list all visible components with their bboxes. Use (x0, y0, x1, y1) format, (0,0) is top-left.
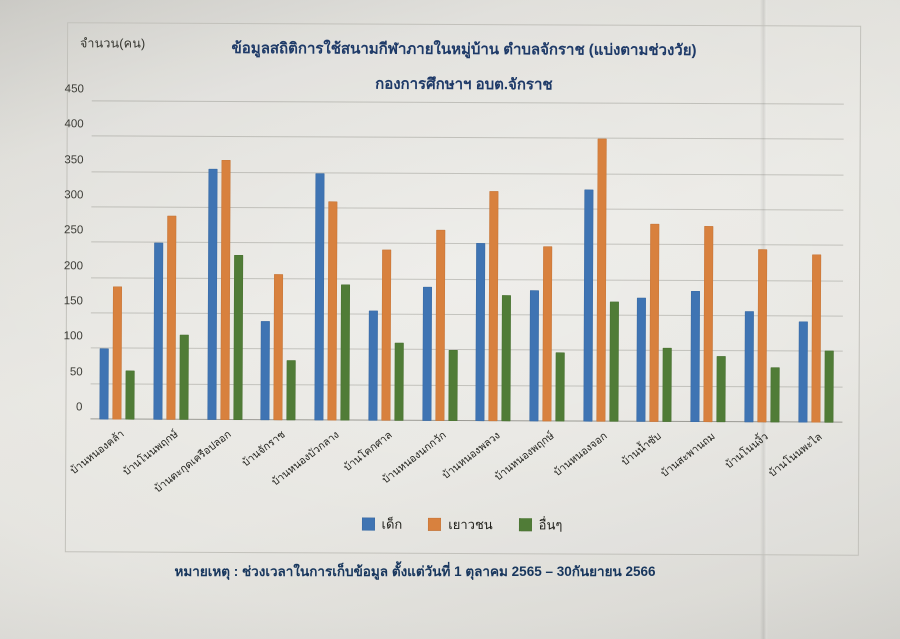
bar-เด็ก (744, 311, 754, 423)
chart-title: ข้อมูลสถิติการใช้สนามกีฬาภายในหมู่บ้าน ต… (231, 39, 697, 60)
y-tick-label: 50 (69, 365, 83, 379)
bar-เด็ก (153, 242, 164, 420)
bar-group (359, 103, 414, 421)
bar-อื่นๆ (609, 301, 619, 422)
legend-item: อื่นๆ (518, 514, 563, 535)
bar-เยาวชน (757, 249, 768, 423)
bar-อื่นๆ (662, 347, 673, 422)
chart-subtitle: กองการศึกษาฯ อบต.จักราช (375, 75, 553, 94)
bar-เด็ก (529, 289, 540, 422)
bar-เด็ก (99, 348, 110, 420)
legend-swatch (361, 517, 375, 531)
legend-swatch (518, 518, 532, 532)
y-tick-label: 400 (64, 118, 84, 131)
legend-label: เยาวชน (448, 516, 493, 533)
bar-เด็ก (314, 173, 325, 421)
chart-title-block: ข้อมูลสถิติการใช้สนามกีฬาภายในหมู่บ้าน ต… (68, 35, 860, 97)
bar-group (413, 103, 468, 421)
y-tick-label: 150 (63, 295, 83, 308)
bar-เยาวชน (488, 191, 499, 422)
bar-เด็ก (798, 321, 808, 423)
bar-เยาวชน (166, 216, 177, 420)
bar-เยาวชน (327, 201, 338, 421)
bar-เยาวชน (703, 225, 714, 423)
bar-group (466, 103, 521, 422)
bar-group (198, 102, 253, 421)
legend-label: อื่นๆ (538, 517, 563, 533)
bar-อื่นๆ (286, 360, 297, 421)
y-tick-label: 450 (64, 83, 84, 96)
y-tick-label: 100 (63, 330, 83, 343)
bar-เด็ก (475, 242, 486, 422)
bar-group (789, 104, 844, 423)
bar-เยาวชน (273, 273, 284, 421)
bar-อื่นๆ (394, 342, 404, 421)
legend-item: เยาวชน (428, 514, 493, 535)
bar-เยาวชน (435, 230, 445, 421)
bar-group (90, 101, 145, 420)
bar-เยาวชน (542, 246, 553, 422)
legend-item: เด็ก (361, 514, 403, 535)
legend: เด็ก เยาวชน อื่นๆ (66, 512, 858, 536)
bar-อื่นๆ (233, 255, 243, 421)
bar-เด็ก (690, 291, 701, 423)
bar-อื่นๆ (179, 334, 189, 420)
bar-เยาวชน (649, 223, 660, 422)
bar-เยาวชน (811, 254, 821, 423)
y-tick-label: 0 (76, 401, 83, 414)
bar-อื่นๆ (125, 370, 135, 420)
bar-group (681, 104, 736, 423)
bar-อื่นๆ (448, 350, 458, 421)
bar-เยาวชน (596, 138, 607, 422)
bar-อื่นๆ (501, 295, 512, 422)
bar-เยาวชน (112, 286, 123, 420)
plot-area: 0 50 100 150 200 250 300 350 400 450 บ้านหนองคล้าบ… (64, 83, 844, 495)
bar-อื่นๆ (716, 356, 726, 423)
bar-เด็ก (207, 169, 218, 420)
y-tick-label: 300 (64, 189, 84, 202)
bar-อื่นๆ (555, 352, 565, 422)
bar-group (574, 103, 629, 422)
y-tick-label: 350 (64, 153, 84, 167)
bar-group (252, 102, 307, 421)
bar-เยาวชน (381, 249, 392, 421)
bar-group (520, 103, 575, 422)
y-tick-label: 250 (64, 224, 84, 237)
bar-เด็ก (260, 321, 271, 421)
bar-group (144, 102, 199, 420)
bar-อื่นๆ (824, 350, 834, 423)
note-text: หมายเหตุ : ช่วงเวลาในการเก็บข้อมูล ตั้งแ… (174, 564, 656, 579)
bar-group (628, 104, 683, 422)
y-tick-label: 200 (63, 259, 84, 273)
bar-เยาวชน (220, 159, 231, 420)
bar-เด็ก (636, 298, 647, 422)
bar-อื่นๆ (770, 367, 780, 423)
bar-group (735, 104, 790, 423)
chart-frame: จำนวน(คน) ข้อมูลสถิติการใช้สนามกีฬาภายใน… (64, 22, 862, 556)
bar-เด็ก (368, 311, 378, 421)
legend-label: เด็ก (381, 516, 403, 532)
bar-อื่นๆ (340, 284, 351, 421)
bar-เด็ก (583, 189, 594, 422)
bar-เด็ก (422, 286, 432, 421)
bar-group (305, 102, 360, 421)
legend-swatch (428, 517, 442, 531)
